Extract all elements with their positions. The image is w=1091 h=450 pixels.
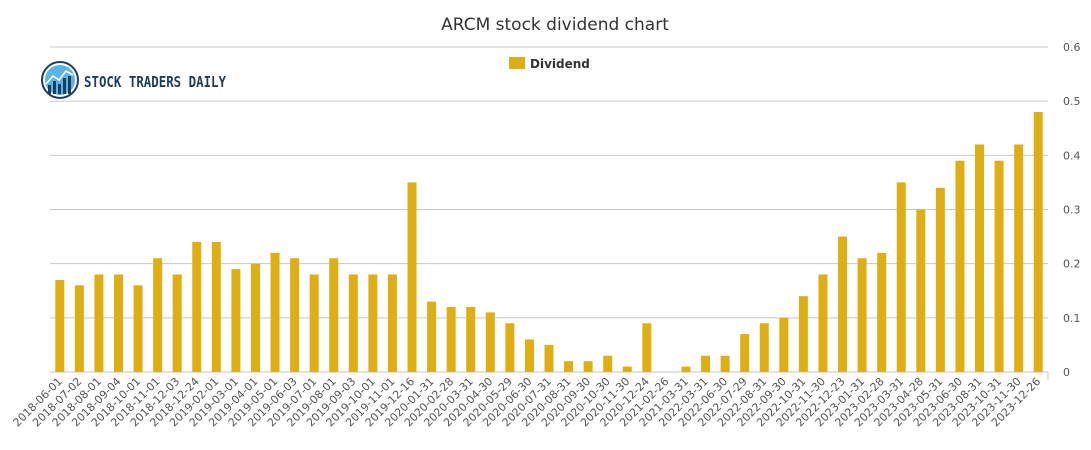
bar (740, 334, 750, 372)
y-tick-label: 0.4 (1063, 149, 1081, 162)
bar (622, 366, 632, 372)
bar (583, 361, 593, 372)
brand-name: STOCK TRADERS DAILY (84, 73, 226, 91)
bar (759, 323, 769, 372)
bar (113, 274, 123, 372)
y-tick-label: 0.5 (1063, 95, 1081, 108)
y-tick-label: 0 (1063, 366, 1070, 379)
bar (387, 274, 397, 372)
bar (466, 307, 476, 372)
bar (779, 317, 789, 372)
bar (231, 269, 241, 372)
bar (55, 279, 65, 372)
bar (994, 160, 1004, 372)
bar (544, 344, 554, 372)
bar (1033, 112, 1043, 372)
bar (955, 160, 965, 372)
bar (642, 323, 652, 372)
bar (524, 339, 534, 372)
x-axis: 2018-06-012018-07-022018-08-012018-09-04… (11, 375, 1044, 429)
bar (975, 144, 985, 372)
bar (798, 296, 808, 372)
y-tick-label: 0.1 (1063, 312, 1081, 325)
bar (211, 242, 221, 372)
bar (896, 182, 906, 372)
bar (348, 274, 358, 372)
bar (505, 323, 515, 372)
bar (172, 274, 182, 372)
bar (1014, 144, 1024, 372)
bar (446, 307, 456, 372)
bar (133, 285, 143, 372)
bar (427, 301, 437, 372)
bar (564, 361, 574, 372)
brand-logo: STOCK TRADERS DAILY (41, 61, 226, 99)
legend: Dividend (509, 57, 590, 71)
bar (94, 274, 104, 372)
bar (192, 242, 202, 372)
bar-chart-logo-icon (41, 61, 79, 99)
bar (857, 258, 867, 372)
y-axis: 0 0.1 0.2 0.3 0.4 0.5 0.6 (1063, 41, 1081, 379)
legend-swatch (509, 57, 525, 69)
bar (407, 182, 417, 372)
bar (250, 263, 260, 372)
bar-series (55, 112, 1043, 372)
y-tick-label: 0.2 (1063, 258, 1081, 271)
bar (153, 258, 163, 372)
bar (270, 252, 280, 372)
y-tick-label: 0.3 (1063, 204, 1081, 217)
bar (916, 209, 926, 372)
bar (485, 312, 495, 372)
legend-label: Dividend (530, 57, 590, 71)
bar (74, 285, 84, 372)
bar (720, 355, 730, 372)
bar (329, 258, 339, 372)
bar (368, 274, 378, 372)
bar (603, 355, 613, 372)
bar (290, 258, 300, 372)
bar (877, 252, 887, 372)
chart-title: ARCM stock dividend chart (441, 15, 669, 35)
bar (309, 274, 319, 372)
bar (838, 236, 848, 372)
y-tick-label: 0.6 (1063, 41, 1081, 54)
bar (935, 187, 945, 372)
bar (818, 274, 828, 372)
bar (701, 355, 711, 372)
bar (681, 366, 691, 372)
